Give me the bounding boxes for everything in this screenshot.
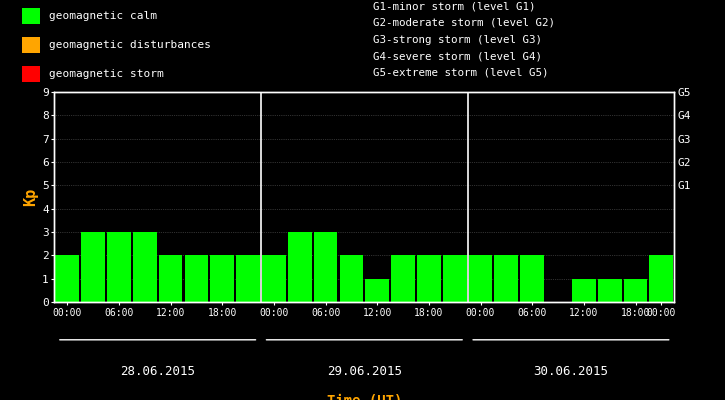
Bar xyxy=(133,232,157,302)
Text: 28.06.2015: 28.06.2015 xyxy=(120,365,195,378)
Bar xyxy=(572,279,596,302)
Text: G3-strong storm (level G3): G3-strong storm (level G3) xyxy=(373,35,542,45)
Y-axis label: Kp: Kp xyxy=(23,188,38,206)
Bar xyxy=(81,232,105,302)
Bar xyxy=(236,255,260,302)
Bar xyxy=(22,8,40,24)
Bar xyxy=(443,255,467,302)
Bar xyxy=(468,255,492,302)
Text: geomagnetic storm: geomagnetic storm xyxy=(49,69,163,79)
Bar xyxy=(185,255,208,302)
Bar xyxy=(494,255,518,302)
Bar xyxy=(314,232,337,302)
Bar xyxy=(521,255,544,302)
Bar xyxy=(22,66,40,82)
Text: Time (UT): Time (UT) xyxy=(327,394,402,400)
Bar xyxy=(288,232,312,302)
Bar xyxy=(339,255,363,302)
Bar xyxy=(210,255,234,302)
Text: G4-severe storm (level G4): G4-severe storm (level G4) xyxy=(373,51,542,61)
Text: 30.06.2015: 30.06.2015 xyxy=(534,365,608,378)
Bar xyxy=(262,255,286,302)
Text: G2-moderate storm (level G2): G2-moderate storm (level G2) xyxy=(373,18,555,28)
Text: G1-minor storm (level G1): G1-minor storm (level G1) xyxy=(373,1,536,11)
Bar xyxy=(417,255,441,302)
Bar xyxy=(392,255,415,302)
Bar xyxy=(365,279,389,302)
Bar xyxy=(22,37,40,53)
Bar xyxy=(624,279,647,302)
Bar xyxy=(650,255,674,302)
Bar xyxy=(159,255,183,302)
Bar xyxy=(107,232,130,302)
Text: geomagnetic disturbances: geomagnetic disturbances xyxy=(49,40,210,50)
Text: G5-extreme storm (level G5): G5-extreme storm (level G5) xyxy=(373,68,549,78)
Text: 29.06.2015: 29.06.2015 xyxy=(327,365,402,378)
Text: geomagnetic calm: geomagnetic calm xyxy=(49,11,157,21)
Bar xyxy=(598,279,621,302)
Bar xyxy=(55,255,79,302)
